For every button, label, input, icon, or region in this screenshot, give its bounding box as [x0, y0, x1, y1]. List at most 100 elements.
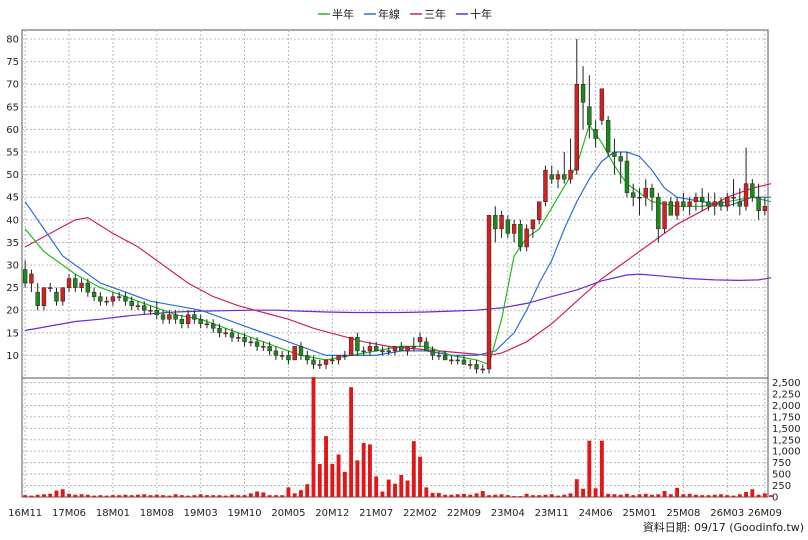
volume-bar — [725, 495, 730, 497]
candle-body — [461, 359, 467, 365]
volume-bar — [505, 495, 510, 497]
candle — [211, 319, 216, 333]
candle-body — [511, 224, 517, 234]
candle-body — [267, 346, 272, 352]
volume-bar — [568, 493, 573, 497]
candle — [436, 350, 442, 360]
candle-body — [192, 314, 197, 320]
volume-bar — [67, 493, 71, 497]
candle — [756, 183, 761, 220]
candle — [656, 192, 661, 243]
candle — [386, 346, 391, 356]
volume-bar — [54, 490, 59, 497]
volume-bar — [85, 494, 90, 497]
candle — [580, 66, 586, 130]
volume-bar — [324, 436, 328, 497]
candle-body — [142, 305, 147, 311]
candle — [530, 219, 536, 238]
candle — [493, 206, 498, 243]
candle — [637, 188, 642, 216]
candle-body — [60, 287, 65, 302]
volume-bar — [480, 491, 485, 497]
chart-legend: 半年 年線 三年 十年 — [318, 7, 492, 21]
candle — [348, 337, 354, 356]
candle — [511, 219, 517, 243]
volume-bar — [186, 495, 191, 497]
legend-item: 年線 — [364, 7, 400, 21]
x-tick-label: 25M08 — [666, 508, 700, 519]
price-tick-label: 45 — [6, 193, 19, 204]
candle — [668, 197, 674, 216]
candle — [455, 355, 460, 365]
volume-bar — [79, 494, 84, 497]
candle-body — [154, 309, 159, 315]
candle-body — [731, 196, 736, 199]
candle-body — [298, 346, 304, 356]
volume-bar — [543, 494, 548, 497]
candle — [737, 188, 742, 216]
volume-bar — [73, 494, 78, 497]
candle-body — [386, 350, 391, 353]
candle — [98, 292, 103, 306]
legend-label: 半年 — [332, 7, 354, 21]
candle — [449, 355, 454, 365]
volume-bar — [593, 488, 598, 497]
price-tick-label: 70 — [6, 80, 19, 91]
legend-label: 年線 — [378, 7, 400, 21]
candle — [261, 341, 266, 351]
candle — [699, 188, 705, 211]
candle — [110, 292, 116, 306]
volume-bar — [255, 491, 260, 497]
candle-body — [98, 296, 103, 302]
volume-bar — [681, 494, 686, 497]
candle — [148, 305, 153, 315]
volume-bar — [719, 494, 723, 497]
candle-body — [148, 309, 153, 312]
volume-bar — [136, 494, 140, 497]
candle-body — [442, 355, 448, 361]
candle — [750, 179, 755, 202]
candle-body — [286, 355, 291, 361]
candle — [298, 341, 304, 360]
volume-bar — [305, 484, 310, 497]
candle-body — [568, 169, 573, 180]
candle — [35, 283, 40, 311]
volume-bar — [286, 487, 291, 497]
candle-body — [79, 282, 84, 288]
candle — [54, 287, 59, 306]
candle-body — [524, 228, 529, 248]
candle-body — [668, 201, 674, 216]
candle-body — [486, 215, 492, 370]
candle — [743, 147, 749, 211]
candle — [267, 341, 272, 356]
candle — [279, 350, 285, 360]
candle-body — [123, 296, 128, 302]
candle — [198, 314, 203, 329]
volume-bar — [230, 494, 234, 497]
volume-bar — [436, 492, 441, 497]
candle — [73, 274, 78, 293]
candle-body — [637, 196, 642, 199]
volume-bar — [599, 440, 604, 497]
x-tick-label: 26M03 — [710, 508, 744, 519]
candle-body — [217, 328, 222, 334]
volume-bar — [41, 494, 46, 497]
volume-bar — [631, 495, 636, 497]
candle-body — [48, 287, 53, 289]
candle — [167, 310, 172, 324]
candle-body — [480, 368, 485, 371]
volume-bar — [399, 475, 404, 497]
volume-bar — [129, 495, 134, 497]
volume-bar — [530, 495, 535, 497]
candle-body — [104, 300, 109, 303]
candle — [725, 192, 730, 211]
volume-bar — [737, 494, 742, 497]
x-tick-label: 26M09 — [748, 508, 782, 519]
volume-bar — [299, 490, 303, 497]
volume-bar — [418, 456, 423, 497]
candle-body — [493, 215, 498, 230]
candle — [123, 292, 128, 306]
price-tick-label: 40 — [6, 215, 19, 226]
candle-body — [204, 323, 210, 326]
volume-bar — [374, 476, 379, 497]
